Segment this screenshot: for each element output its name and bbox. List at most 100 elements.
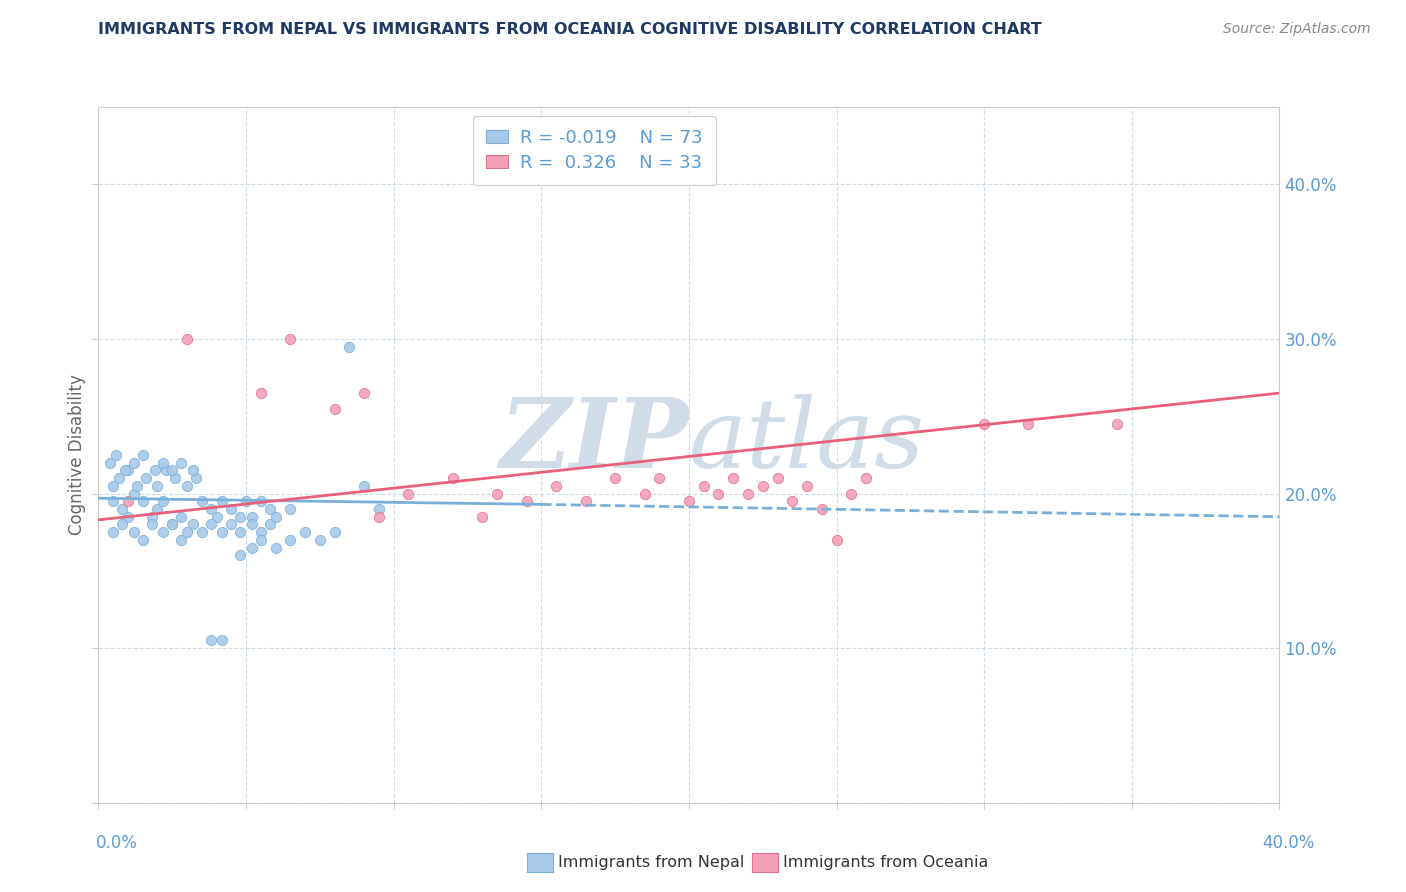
Point <box>108 471 131 485</box>
Legend: R = -0.019    N = 73, R =  0.326    N = 33: R = -0.019 N = 73, R = 0.326 N = 33 <box>474 116 716 185</box>
Point <box>122 456 145 470</box>
Point <box>155 463 177 477</box>
Point <box>546 479 568 493</box>
Point <box>103 494 125 508</box>
Point <box>143 463 166 477</box>
Point <box>205 509 228 524</box>
Point <box>278 533 302 547</box>
Point <box>250 494 273 508</box>
Point <box>105 448 128 462</box>
Point <box>782 494 804 508</box>
Point <box>141 509 163 524</box>
Point <box>132 494 155 508</box>
Point <box>200 517 222 532</box>
Point <box>264 541 287 555</box>
Point <box>294 525 316 540</box>
Point <box>240 541 263 555</box>
Point <box>339 340 360 354</box>
Point <box>229 509 252 524</box>
Point <box>259 517 281 532</box>
Text: IMMIGRANTS FROM NEPAL VS IMMIGRANTS FROM OCEANIA COGNITIVE DISABILITY CORRELATIO: IMMIGRANTS FROM NEPAL VS IMMIGRANTS FROM… <box>98 22 1042 37</box>
Point <box>146 502 169 516</box>
Point <box>184 471 207 485</box>
Point <box>693 479 716 493</box>
Y-axis label: Cognitive Disability: Cognitive Disability <box>67 375 86 535</box>
Point <box>135 471 157 485</box>
Point <box>1105 417 1128 431</box>
Point <box>122 486 145 500</box>
Point <box>309 533 332 547</box>
Point <box>162 463 183 477</box>
Point <box>111 502 134 516</box>
Text: atlas: atlas <box>689 394 925 488</box>
Point <box>486 486 509 500</box>
Point <box>176 332 198 346</box>
Point <box>181 517 204 532</box>
Point <box>191 494 214 508</box>
Text: Immigrants from Oceania: Immigrants from Oceania <box>783 855 988 870</box>
Text: 40.0%: 40.0% <box>1263 834 1315 852</box>
Point <box>211 525 233 540</box>
Point <box>825 533 848 547</box>
Point <box>170 509 193 524</box>
Point <box>132 448 155 462</box>
Point <box>250 525 273 540</box>
Point <box>152 525 174 540</box>
Point <box>323 525 346 540</box>
Point <box>162 517 183 532</box>
Point <box>200 502 222 516</box>
Point <box>176 479 198 493</box>
Point <box>170 456 193 470</box>
Point <box>191 525 214 540</box>
Point <box>796 479 818 493</box>
Point <box>176 525 198 540</box>
Point <box>132 533 155 547</box>
Point <box>240 517 263 532</box>
Point <box>278 332 302 346</box>
Point <box>162 517 183 532</box>
Point <box>117 463 139 477</box>
Point <box>353 386 375 401</box>
Text: Immigrants from Nepal: Immigrants from Nepal <box>558 855 745 870</box>
Point <box>117 509 139 524</box>
Point <box>678 494 700 508</box>
Point <box>250 386 273 401</box>
Point <box>152 456 174 470</box>
Point <box>103 525 125 540</box>
Point <box>146 479 169 493</box>
Point <box>855 471 877 485</box>
Point <box>152 494 174 508</box>
Point <box>103 479 125 493</box>
Point <box>114 463 136 477</box>
Point <box>200 633 222 648</box>
Point <box>323 401 346 416</box>
Point <box>841 486 863 500</box>
Point <box>441 471 464 485</box>
Point <box>259 502 281 516</box>
Point <box>766 471 789 485</box>
Point <box>181 463 204 477</box>
Point <box>111 517 134 532</box>
Point <box>737 486 759 500</box>
Point <box>165 471 187 485</box>
Point <box>751 479 773 493</box>
Point <box>723 471 745 485</box>
Point <box>229 549 252 563</box>
Point <box>810 502 832 516</box>
Point <box>141 517 163 532</box>
Text: ZIP: ZIP <box>499 394 689 488</box>
Point <box>605 471 627 485</box>
Point <box>240 509 263 524</box>
Point <box>368 502 391 516</box>
Point <box>122 525 145 540</box>
Text: Source: ZipAtlas.com: Source: ZipAtlas.com <box>1223 22 1371 37</box>
Point <box>471 509 494 524</box>
Point <box>648 471 671 485</box>
Point <box>973 417 995 431</box>
Point <box>229 525 252 540</box>
Point <box>250 533 273 547</box>
Point <box>211 494 233 508</box>
Point <box>170 533 193 547</box>
Point <box>515 494 537 508</box>
Point <box>98 456 121 470</box>
